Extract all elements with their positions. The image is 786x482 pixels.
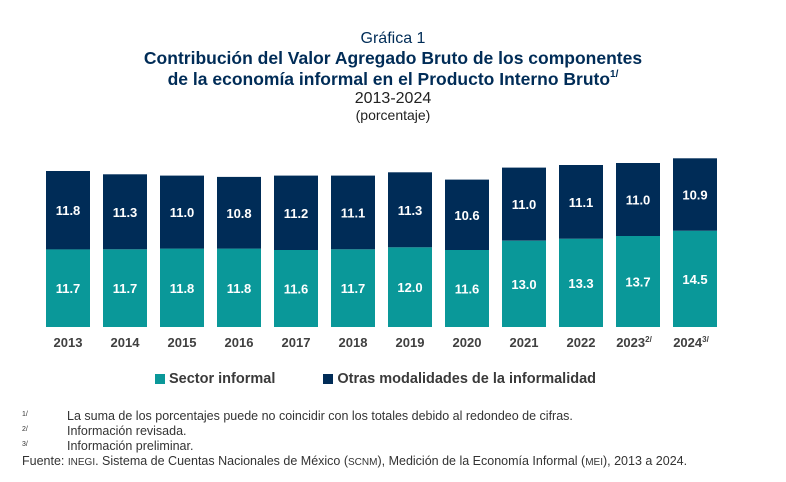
- legend-item-sector-informal: Sector informal: [155, 371, 275, 387]
- x-tick-superscript-2023: 2/: [645, 335, 652, 344]
- x-tick-label-2023: 20232/: [616, 335, 652, 350]
- bar-sector-informal-2013: [46, 249, 90, 327]
- bar-otras-modalidades-2015: [160, 175, 204, 249]
- legend-label-sector-informal: Sector informal: [169, 371, 276, 387]
- source-label: Fuente:: [22, 454, 65, 468]
- bar-sector-informal-2014: [103, 249, 147, 327]
- source-text-2: ), Medición de la Economía Informal (: [377, 454, 586, 468]
- x-tick-label-2014: 2014: [111, 335, 141, 350]
- legend-swatch-sector-informal: [155, 374, 165, 384]
- data-label-otras-modalidades-2014: 11.3: [113, 205, 138, 220]
- note-1-text: La suma de los porcentajes puede no coin…: [67, 409, 573, 423]
- source-line: Fuente: INEGI. Sistema de Cuentas Nacion…: [22, 454, 687, 470]
- chart-notes: 1/ La suma de los porcentajes puede no c…: [22, 409, 687, 470]
- data-label-sector-informal-2024: 14.5: [682, 272, 707, 287]
- x-tick-label-2019: 2019: [396, 335, 425, 350]
- note-2-text: Información revisada.: [67, 424, 187, 438]
- data-label-sector-informal-2018: 11.7: [341, 281, 366, 296]
- bar-sector-informal-2016: [217, 248, 261, 327]
- data-label-otras-modalidades-2020: 10.6: [454, 208, 479, 223]
- x-tick-superscript-2024: 3/: [702, 335, 709, 344]
- bar-sector-informal-2017: [274, 250, 318, 327]
- x-tick-label-2013: 2013: [54, 335, 83, 350]
- source-abbr-mei: MEI: [585, 457, 603, 468]
- bar-sector-informal-2015: [160, 248, 204, 327]
- data-label-otras-modalidades-2024: 10.9: [682, 188, 707, 203]
- data-label-otras-modalidades-2023: 11.0: [626, 193, 651, 208]
- data-label-otras-modalidades-2018: 11.1: [341, 206, 366, 221]
- chart-unit: (porcentaje): [355, 107, 431, 123]
- bar-otras-modalidades-2020: [445, 179, 489, 250]
- data-label-sector-informal-2016: 11.8: [227, 281, 252, 296]
- x-tick-label-2020: 2020: [453, 335, 482, 350]
- data-label-sector-informal-2014: 11.7: [113, 281, 138, 296]
- x-tick-label-2017: 2017: [282, 335, 311, 350]
- note-3: 3/ Información preliminar.: [22, 439, 687, 454]
- chart-title-line2-text: de la economía informal en el Producto I…: [167, 69, 611, 89]
- source-org: INEGI: [67, 457, 96, 468]
- note-1: 1/ La suma de los porcentajes puede no c…: [22, 409, 687, 424]
- data-label-otras-modalidades-2016: 10.8: [226, 206, 251, 221]
- bar-otras-modalidades-2017: [274, 175, 318, 250]
- legend-swatch-otras-modalidades: [323, 374, 334, 384]
- source-text-3: ), 2013 a 2024.: [602, 454, 688, 468]
- data-label-otras-modalidades-2015: 11.0: [170, 205, 195, 220]
- note-3-text: Información preliminar.: [67, 439, 194, 453]
- legend-label-otras-modalidades: Otras modalidades de la informalidad: [337, 371, 597, 387]
- legend-item-otras-modalidades: Otras modalidades de la informalidad: [323, 371, 596, 387]
- note-1-mark: 1/: [22, 411, 28, 418]
- x-tick-label-2022: 2022: [567, 335, 596, 350]
- bar-otras-modalidades-2024: [673, 158, 717, 231]
- data-label-otras-modalidades-2013: 11.8: [56, 203, 81, 218]
- note-2: 2/ Información revisada.: [22, 424, 687, 439]
- bar-otras-modalidades-2023: [616, 163, 660, 236]
- bar-sector-informal-2022: [559, 238, 603, 327]
- source-text-1: . Sistema de Cuentas Nacionales de Méxic…: [95, 454, 349, 468]
- chart-label: Gráfica 1: [360, 30, 426, 47]
- data-label-sector-informal-2013: 11.7: [56, 281, 81, 296]
- bar-sector-informal-2023: [616, 236, 660, 327]
- data-label-otras-modalidades-2022: 11.1: [569, 195, 594, 210]
- bar-sector-informal-2020: [445, 250, 489, 327]
- source-abbr-scnm: SCNM: [348, 457, 378, 468]
- bar-otras-modalidades-2014: [103, 174, 147, 250]
- data-label-sector-informal-2015: 11.8: [170, 281, 195, 296]
- chart-title-line2: de la economía informal en el Producto I…: [0, 69, 786, 90]
- chart-title-line1: Contribución del Valor Agregado Bruto de…: [143, 48, 643, 68]
- title-footnote-mark: 1/: [610, 69, 619, 80]
- chart-legend: Sector informal Otras modalidades de la …: [155, 371, 644, 387]
- bar-sector-informal-2019: [388, 247, 432, 327]
- note-2-mark: 2/: [22, 426, 28, 433]
- bar-otras-modalidades-2018: [331, 175, 375, 250]
- data-label-otras-modalidades-2017: 11.2: [284, 206, 309, 221]
- bar-otras-modalidades-2022: [559, 165, 603, 239]
- chart-period: 2013-2024: [354, 90, 432, 107]
- bar-sector-informal-2018: [331, 249, 375, 327]
- x-tick-label-2021: 2021: [510, 335, 539, 350]
- x-tick-label-2024: 20243/: [673, 335, 709, 350]
- x-tick-label-2015: 2015: [168, 335, 197, 350]
- note-3-mark: 3/: [22, 441, 28, 448]
- data-label-sector-informal-2022: 13.3: [568, 276, 593, 291]
- stacked-bar-chart: 11.7 11.8 2013 11.7 11.3 2014 11.8 11.0 2015 11.8…: [46, 158, 717, 350]
- data-label-otras-modalidades-2021: 11.0: [512, 197, 537, 212]
- data-label-sector-informal-2023: 13.7: [625, 275, 650, 290]
- data-label-sector-informal-2020: 11.6: [455, 282, 480, 297]
- chart-title-block: Gráfica 1 Contribución del Valor Agregad…: [0, 30, 786, 124]
- bar-otras-modalidades-2019: [388, 172, 432, 248]
- data-label-sector-informal-2017: 11.6: [284, 282, 309, 297]
- bar-otras-modalidades-2016: [217, 176, 261, 249]
- bar-otras-modalidades-2021: [502, 167, 546, 241]
- x-tick-label-2018: 2018: [339, 335, 368, 350]
- data-label-sector-informal-2019: 12.0: [397, 280, 422, 295]
- data-label-sector-informal-2021: 13.0: [511, 277, 536, 292]
- bar-otras-modalidades-2013: [46, 171, 90, 250]
- bar-sector-informal-2024: [673, 230, 717, 327]
- bar-sector-informal-2021: [502, 240, 546, 327]
- x-tick-label-2016: 2016: [225, 335, 254, 350]
- data-label-otras-modalidades-2019: 11.3: [398, 203, 423, 218]
